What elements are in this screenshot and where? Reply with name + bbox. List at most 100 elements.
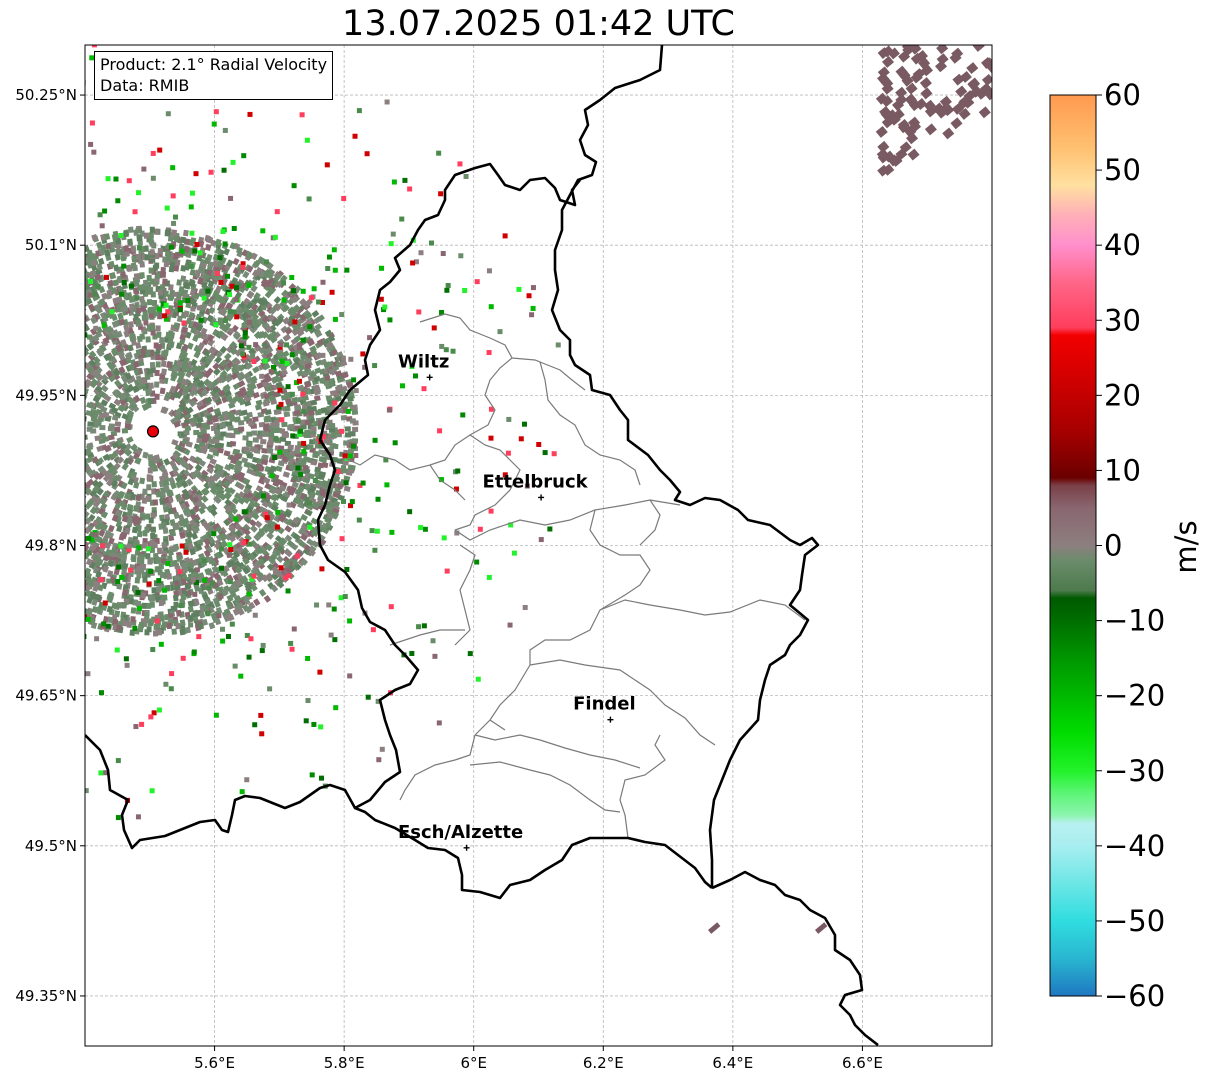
echo-cell (42, 590, 49, 598)
echo-cell (72, 610, 79, 617)
echo-cell (146, 274, 152, 282)
echo-cell (118, 366, 126, 374)
echo-cell (63, 323, 71, 331)
echo-cell (6, 336, 14, 343)
echo-cell (184, 510, 192, 518)
echo-cell (56, 561, 64, 569)
echo-cell (63, 265, 70, 273)
echo-cell (38, 491, 46, 498)
echo-cell (39, 320, 47, 328)
echo-cell (14, 462, 21, 468)
echo-cell (207, 353, 216, 362)
echo-cell (114, 509, 122, 517)
echo-cell (10, 478, 17, 485)
echo-cell (66, 477, 74, 484)
echo-cell (145, 349, 151, 356)
echo-cell (45, 581, 52, 589)
echo-cell (198, 459, 207, 467)
echo-cell (108, 402, 117, 410)
echo-cell (130, 607, 137, 614)
echo-cell (76, 422, 82, 427)
echo-cell (0, 534, 7, 542)
echo-cell (57, 429, 63, 434)
echo-cell (63, 350, 71, 358)
echo-cell (75, 459, 83, 466)
echo-cell (17, 436, 23, 441)
echo-cell (14, 461, 21, 467)
echo-cell (64, 567, 71, 575)
echo-cell (85, 415, 87, 422)
echo-cell (175, 342, 183, 350)
echo-cell (2, 338, 10, 345)
echo-cell (154, 381, 160, 388)
echo-cell (225, 373, 234, 381)
echo-cell (26, 356, 34, 363)
echo-cell (69, 448, 76, 454)
echo-cell (54, 339, 62, 347)
echo-cell (37, 290, 45, 298)
echo-cell (29, 581, 37, 589)
echo-cell (128, 303, 135, 311)
echo-cell (46, 481, 54, 488)
echo-cell (69, 289, 76, 297)
echo-cell (42, 490, 50, 497)
echo-cell (0, 435, 3, 440)
echo-cell (75, 514, 83, 522)
echo-cell (63, 317, 71, 325)
echo-cell (65, 422, 71, 427)
echo-cell (42, 474, 50, 481)
echo-cell (78, 592, 85, 599)
echo-cell (13, 283, 21, 291)
echo-cell (183, 462, 192, 471)
echo-cell (71, 436, 78, 442)
echo-cell (12, 334, 20, 341)
echo-cell (0, 459, 4, 465)
echo-cell (13, 537, 21, 545)
echo-cell (147, 397, 154, 405)
echo-cell (65, 478, 73, 485)
echo-cell (154, 262, 160, 269)
echo-cell (126, 436, 134, 444)
echo-cell (163, 484, 170, 492)
echo-cell (29, 474, 36, 481)
echo-cell (59, 520, 67, 528)
echo-cell (61, 262, 68, 270)
echo-cell (44, 585, 51, 593)
echo-cell (86, 455, 94, 464)
echo-cell (7, 504, 15, 511)
echo-cell (0, 325, 7, 332)
echo-cell (76, 560, 83, 568)
echo-cell (0, 462, 2, 468)
echo-cell (0, 375, 6, 382)
echo-cell (135, 348, 142, 356)
echo-cell (8, 318, 16, 326)
echo-cell (37, 442, 44, 448)
echo-cell (67, 492, 75, 500)
echo-cell (73, 304, 80, 312)
echo-cell (5, 359, 13, 366)
echo-cell (171, 439, 179, 446)
echo-cell (30, 506, 38, 514)
echo-cell (74, 302, 81, 310)
echo-cell (46, 573, 54, 581)
echo-cell (47, 277, 55, 285)
echo-cell (0, 356, 7, 363)
echo-cell (150, 595, 156, 602)
echo-cell (168, 265, 175, 273)
echo-cell (6, 522, 14, 530)
echo-cell (42, 278, 50, 286)
echo-cell (29, 478, 37, 485)
echo-cell (60, 263, 67, 271)
echo-cell (46, 409, 53, 415)
echo-cell (13, 551, 21, 559)
echo-cell (86, 372, 95, 381)
echo-cell (66, 574, 73, 582)
echo-cell (6, 346, 14, 353)
echo-cell (75, 591, 82, 599)
echo-cell (85, 510, 90, 519)
echo-cell (22, 352, 30, 359)
echo-cell (61, 408, 68, 414)
echo-cell (21, 578, 29, 586)
echo-cell (49, 580, 56, 588)
echo-cell (121, 515, 129, 523)
